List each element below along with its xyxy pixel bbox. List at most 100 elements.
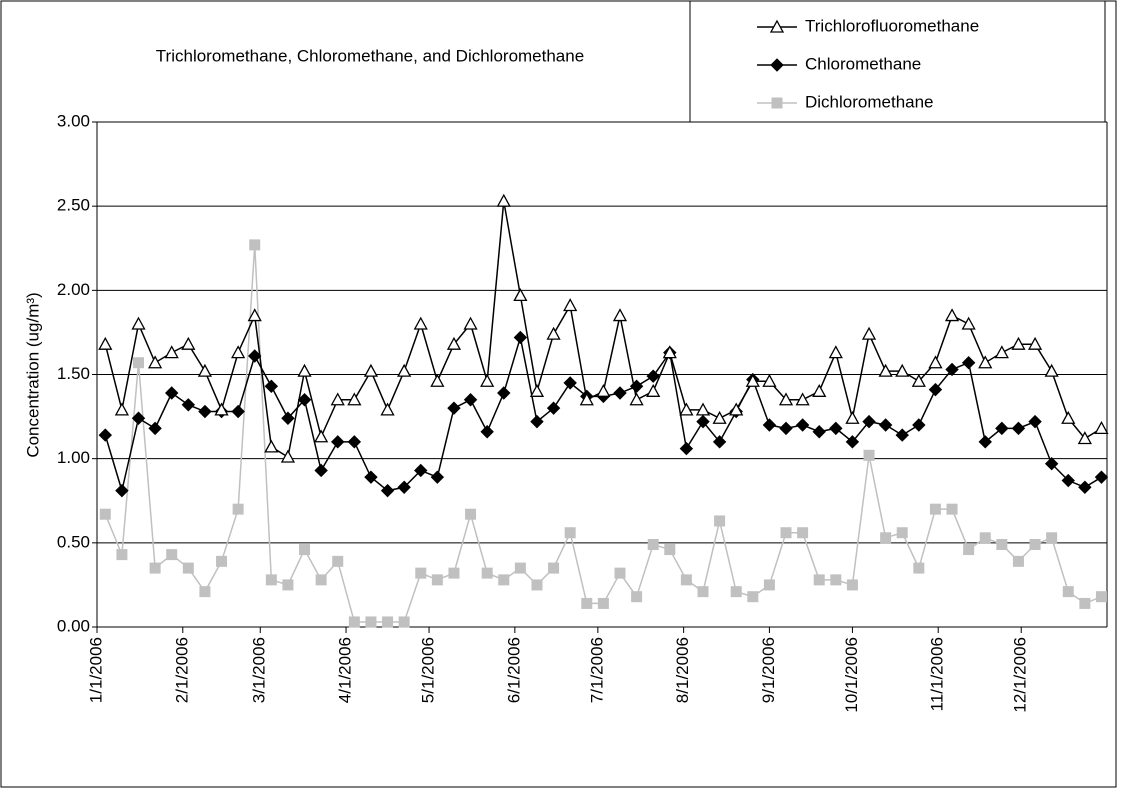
marker-square	[564, 527, 576, 539]
marker-triangle	[1094, 421, 1109, 435]
marker-square	[348, 616, 360, 628]
marker-diamond	[995, 421, 1009, 436]
marker-square	[265, 574, 277, 586]
marker-square	[913, 562, 925, 574]
y-tick-label: 2.00	[57, 280, 90, 299]
marker-square	[315, 574, 327, 586]
marker-diamond	[978, 435, 992, 449]
marker-square	[880, 532, 892, 544]
marker-triangle	[729, 402, 744, 416]
marker-square	[813, 574, 825, 586]
marker-diamond	[1078, 480, 1092, 494]
marker-square	[1095, 591, 1107, 603]
marker-triangle	[347, 392, 362, 406]
marker-triangle	[463, 316, 478, 330]
marker-triangle	[1011, 336, 1026, 350]
marker-triangle	[579, 392, 594, 406]
marker-triangle	[762, 373, 777, 387]
marker-diamond	[248, 349, 262, 363]
marker-diamond	[297, 393, 312, 407]
marker-triangle	[1061, 410, 1076, 424]
marker-triangle	[612, 308, 628, 322]
marker-square	[365, 616, 377, 628]
marker-triangle	[978, 355, 993, 369]
marker-square	[1062, 586, 1074, 598]
marker-triangle	[646, 383, 661, 397]
marker-triangle	[662, 345, 677, 359]
marker-triangle	[961, 316, 976, 330]
x-tick-label: 8/1/2006	[673, 637, 692, 703]
marker-diamond	[795, 418, 810, 432]
marker-triangle	[695, 402, 711, 416]
marker-diamond	[696, 414, 710, 429]
marker-square	[531, 579, 543, 591]
marker-diamond	[530, 414, 544, 429]
marker-triangle	[878, 363, 893, 377]
marker-triangle	[895, 363, 910, 377]
marker-triangle	[297, 363, 312, 377]
marker-square	[448, 567, 460, 579]
marker-diamond	[928, 382, 943, 397]
marker-square	[714, 515, 726, 527]
marker-diamond	[131, 411, 146, 425]
marker-square	[149, 562, 161, 574]
marker-square	[963, 544, 975, 556]
marker-square	[398, 616, 410, 628]
marker-square	[1029, 539, 1041, 551]
marker-triangle	[98, 336, 113, 350]
x-tick-label: 3/1/2006	[250, 637, 269, 703]
marker-diamond	[770, 58, 784, 72]
marker-square	[282, 579, 294, 591]
marker-diamond	[829, 421, 843, 436]
marker-triangle	[330, 392, 345, 406]
marker-diamond	[945, 362, 959, 377]
marker-square	[1046, 532, 1058, 544]
marker-triangle	[363, 363, 379, 377]
marker-triangle	[181, 336, 196, 350]
marker-triangle	[413, 316, 428, 330]
marker-square	[548, 562, 560, 574]
y-tick-label: 2.50	[57, 196, 90, 215]
marker-triangle	[1077, 431, 1092, 445]
marker-diamond	[480, 425, 494, 439]
marker-square	[979, 532, 991, 544]
marker-triangle	[148, 355, 163, 369]
marker-triangle	[546, 326, 561, 340]
marker-square	[680, 574, 692, 586]
marker-diamond	[712, 435, 727, 449]
marker-diamond	[613, 386, 627, 400]
x-tick-label: 9/1/2006	[759, 637, 778, 703]
y-tick-label: 0.50	[57, 532, 90, 551]
marker-diamond	[878, 418, 893, 432]
marker-diamond	[546, 401, 561, 415]
marker-diamond	[1028, 414, 1042, 429]
marker-triangle	[795, 392, 810, 406]
marker-triangle	[480, 373, 495, 387]
marker-square	[415, 567, 427, 579]
marker-triangle	[214, 402, 229, 416]
marker-diamond	[231, 404, 245, 419]
marker-triangle	[446, 336, 462, 350]
legend-entry: Trichlorofluoromethane	[757, 16, 979, 35]
marker-triangle	[828, 345, 843, 359]
marker-triangle	[397, 363, 412, 377]
marker-diamond	[513, 330, 528, 345]
marker-diamond	[862, 414, 876, 429]
marker-triangle	[778, 392, 794, 406]
marker-square	[697, 586, 709, 598]
x-tick-label: 7/1/2006	[587, 637, 606, 703]
marker-square	[116, 549, 128, 561]
marker-square	[929, 503, 941, 515]
chart-title: Trichloromethane, Chloromethane, and Dic…	[156, 46, 584, 65]
marker-diamond	[845, 435, 860, 449]
marker-square	[830, 574, 842, 586]
marker-triangle	[513, 288, 528, 302]
marker-square	[498, 574, 510, 586]
x-tick-label: 5/1/2006	[419, 637, 438, 703]
marker-square	[647, 539, 659, 551]
y-tick-label: 1.00	[57, 448, 90, 467]
marker-diamond	[497, 386, 511, 400]
marker-triangle	[928, 355, 943, 369]
marker-diamond	[1011, 421, 1026, 436]
